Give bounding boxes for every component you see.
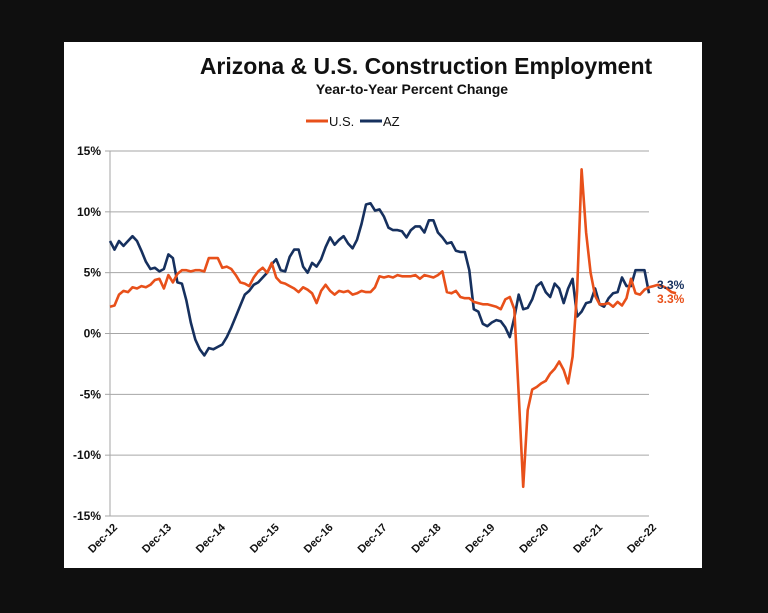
y-tick-label: 10% — [77, 205, 101, 219]
y-axis-ticks: 15% 10% 5% 0% -5% -10% -15% — [73, 144, 110, 523]
legend-label-us: U.S. — [329, 114, 354, 129]
x-tick-label: Dec-19 — [463, 522, 497, 556]
legend: U.S. AZ — [306, 114, 400, 129]
x-tick-label: Dec-20 — [517, 522, 551, 556]
chart-title: Arizona & U.S. Construction Employment — [200, 53, 653, 79]
x-tick-label: Dec-13 — [140, 522, 174, 556]
x-tick-label: Dec-22 — [625, 522, 659, 556]
x-tick-label: Dec-15 — [248, 522, 282, 556]
x-tick-label: Dec-21 — [571, 522, 605, 556]
x-tick-label: Dec-16 — [302, 522, 336, 556]
line-chart: Arizona & U.S. Construction Employment Y… — [73, 53, 685, 556]
y-tick-label: 5% — [84, 266, 102, 280]
chart-card: Arizona & U.S. Construction Employment Y… — [64, 42, 702, 568]
x-axis-ticks: Dec-12 Dec-13 Dec-14 Dec-15 Dec-16 Dec-17 Dec-… — [86, 521, 659, 556]
end-label-us: 3.3% — [657, 292, 685, 306]
series-lines — [108, 168, 677, 489]
chart-subtitle: Year-to-Year Percent Change — [316, 81, 508, 97]
y-tick-label: 0% — [84, 327, 102, 341]
x-tick-label: Dec-12 — [86, 522, 120, 556]
x-tick-label: Dec-17 — [356, 522, 390, 556]
x-tick-label: Dec-18 — [410, 522, 444, 556]
legend-label-az: AZ — [383, 114, 400, 129]
end-label-az: 3.3% — [657, 278, 685, 292]
series-line-az — [108, 202, 651, 357]
x-tick-label: Dec-14 — [194, 521, 229, 556]
y-tick-label: -10% — [73, 448, 101, 462]
y-tick-label: 15% — [77, 144, 101, 158]
y-tick-label: -15% — [73, 509, 101, 523]
series-line-us — [109, 168, 677, 489]
y-tick-label: -5% — [80, 387, 102, 401]
gridlines — [109, 150, 649, 517]
